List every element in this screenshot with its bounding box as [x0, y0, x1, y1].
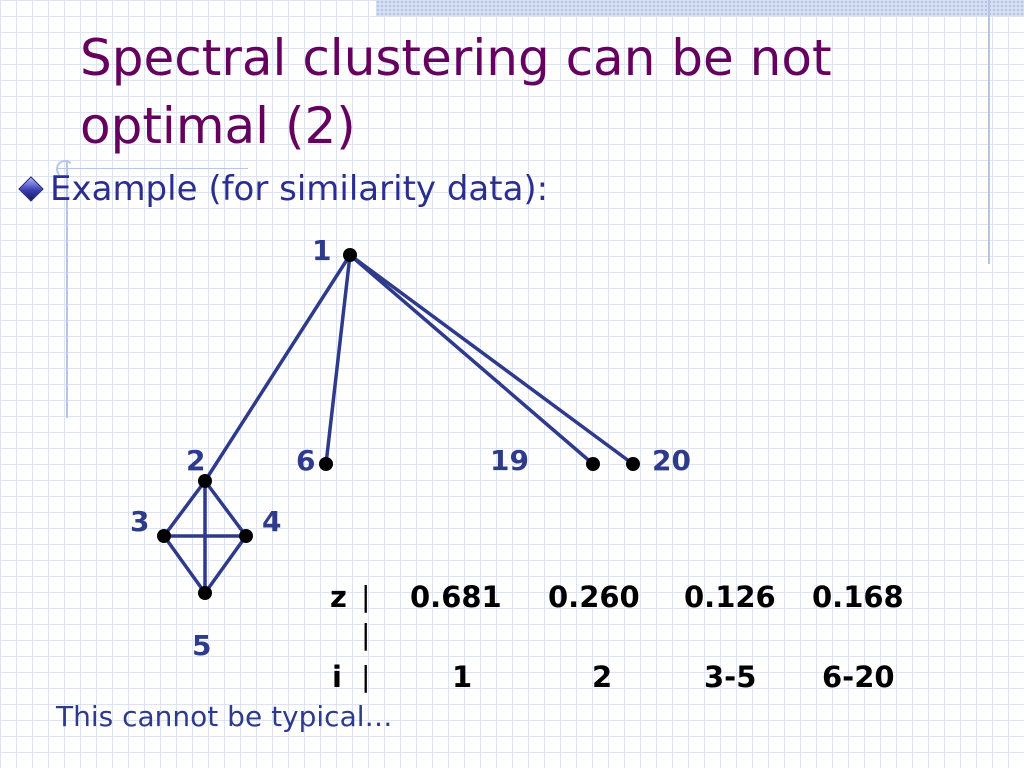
- z-value-cell: 0.260: [548, 580, 640, 614]
- graph-node-label-3: 3: [130, 505, 149, 538]
- slide-title: Spectral clustering can be not optimal (…: [80, 24, 960, 160]
- graph-node-1: [343, 248, 357, 262]
- graph-node-20: [626, 457, 640, 471]
- i-value-cell: 3-5: [704, 660, 757, 694]
- graph-node-label-19: 19: [490, 444, 529, 477]
- graph-node-label-5: 5: [192, 629, 211, 662]
- graph-node-label-1: 1: [312, 234, 331, 267]
- title-line-2: optimal (2): [80, 97, 356, 155]
- footer-note: This cannot be typical…: [56, 700, 393, 733]
- z-value-cell: 0.168: [812, 580, 904, 614]
- z-row-label: z: [330, 580, 347, 614]
- decorative-curl: [56, 160, 74, 178]
- decorative-line-horizontal: [58, 168, 248, 169]
- graph-node-4: [239, 529, 253, 543]
- decorative-line-left: [66, 160, 68, 418]
- graph-labels: 1 2 3 4 5 6 19 20: [130, 234, 691, 662]
- graph-edges: [162, 253, 635, 595]
- graph-node-19: [586, 457, 600, 471]
- graph-edge-2-4: [203, 479, 248, 538]
- middle-separator: |: [361, 618, 371, 651]
- i-value-cell: 2: [592, 660, 613, 694]
- i-row-label: i: [332, 660, 342, 694]
- graph-nodes: [157, 248, 640, 600]
- graph-node-label-20: 20: [652, 444, 691, 477]
- i-value-cell: 6-20: [822, 660, 895, 694]
- z-row-separator: |: [361, 580, 371, 613]
- z-value-cell: 0.126: [684, 580, 776, 614]
- graph-edge-1-2: [203, 253, 352, 483]
- i-value-cell: 1: [452, 660, 473, 694]
- graph-node-label-2: 2: [186, 444, 205, 477]
- decorative-line-right: [988, 0, 990, 264]
- graph-node-6: [319, 457, 333, 471]
- decorative-band: [376, 0, 1024, 16]
- graph-edge-3-5: [162, 534, 207, 595]
- graph-edge-1-20: [348, 253, 635, 466]
- graph-node-3: [157, 529, 171, 543]
- bullet-text: Example (for similarity data):: [50, 169, 549, 209]
- graph-edge-4-5: [203, 534, 248, 595]
- graph-node-2: [198, 474, 212, 488]
- eigenvector-table: z | | i | 0.681 0.260 0.126 0.168 1 2 3-…: [316, 578, 936, 698]
- graph-node-label-6: 6: [296, 444, 315, 477]
- graph-node-5: [198, 586, 212, 600]
- graph-edge-1-19: [348, 253, 595, 466]
- graph-edge-1-6: [324, 253, 352, 466]
- graph-node-label-4: 4: [262, 505, 281, 538]
- graph-edge-2-3: [162, 479, 207, 538]
- z-value-cell: 0.681: [410, 580, 502, 614]
- i-row-separator: |: [361, 660, 371, 693]
- title-line-1: Spectral clustering can be not: [80, 29, 832, 87]
